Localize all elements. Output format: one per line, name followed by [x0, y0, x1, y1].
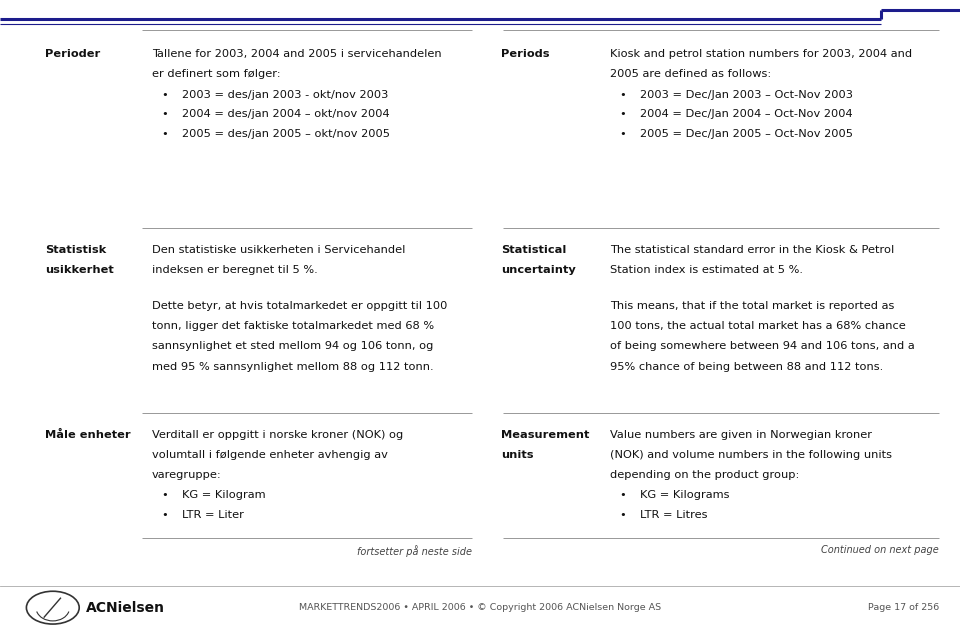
Text: Statistisk: Statistisk — [45, 245, 107, 255]
Text: Verditall er oppgitt i norske kroner (NOK) og: Verditall er oppgitt i norske kroner (NO… — [152, 430, 403, 440]
Text: 2004 = des/jan 2004 – okt/nov 2004: 2004 = des/jan 2004 – okt/nov 2004 — [182, 109, 390, 119]
Text: 2005 are defined as follows:: 2005 are defined as follows: — [610, 69, 771, 80]
Text: Den statistiske usikkerheten i Servicehandel: Den statistiske usikkerheten i Serviceha… — [152, 245, 405, 255]
Text: depending on the product group:: depending on the product group: — [610, 470, 799, 480]
Text: LTR = Litres: LTR = Litres — [640, 510, 708, 520]
Text: 2005 = des/jan 2005 – okt/nov 2005: 2005 = des/jan 2005 – okt/nov 2005 — [182, 129, 391, 139]
Text: MARKETTRENDS2006 • APRIL 2006 • © Copyright 2006 ACNielsen Norge AS: MARKETTRENDS2006 • APRIL 2006 • © Copyri… — [299, 603, 661, 612]
Text: The statistical standard error in the Kiosk & Petrol: The statistical standard error in the Ki… — [610, 245, 894, 255]
Text: Måle enheter: Måle enheter — [45, 430, 131, 440]
Text: (NOK) and volume numbers in the following units: (NOK) and volume numbers in the followin… — [610, 450, 892, 460]
Text: med 95 % sannsynlighet mellom 88 og 112 tonn.: med 95 % sannsynlighet mellom 88 og 112 … — [152, 362, 433, 372]
Text: •: • — [619, 109, 626, 119]
Text: 2003 = Dec/Jan 2003 – Oct-Nov 2003: 2003 = Dec/Jan 2003 – Oct-Nov 2003 — [640, 90, 853, 100]
Text: 2005 = Dec/Jan 2005 – Oct-Nov 2005: 2005 = Dec/Jan 2005 – Oct-Nov 2005 — [640, 129, 853, 139]
Text: fortsetter på neste side: fortsetter på neste side — [357, 545, 472, 557]
Text: KG = Kilogram: KG = Kilogram — [182, 490, 266, 500]
Text: 95% chance of being between 88 and 112 tons.: 95% chance of being between 88 and 112 t… — [610, 362, 883, 372]
Text: Statistical: Statistical — [501, 245, 566, 255]
Text: 100 tons, the actual total market has a 68% chance: 100 tons, the actual total market has a … — [610, 321, 905, 331]
Text: Kiosk and petrol station numbers for 2003, 2004 and: Kiosk and petrol station numbers for 200… — [610, 49, 912, 59]
Text: •: • — [619, 90, 626, 100]
Text: This means, that if the total market is reported as: This means, that if the total market is … — [610, 301, 894, 311]
Text: 2003 = des/jan 2003 - okt/nov 2003: 2003 = des/jan 2003 - okt/nov 2003 — [182, 90, 389, 100]
Text: Value numbers are given in Norwegian kroner: Value numbers are given in Norwegian kro… — [610, 430, 872, 440]
Text: Page 17 of 256: Page 17 of 256 — [868, 603, 939, 612]
Text: Perioder: Perioder — [45, 49, 101, 59]
Text: usikkerhet: usikkerhet — [45, 265, 114, 275]
Text: •: • — [161, 90, 168, 100]
Text: •: • — [161, 109, 168, 119]
Text: units: units — [501, 450, 534, 460]
Text: Continued on next page: Continued on next page — [821, 545, 939, 555]
Text: LTR = Liter: LTR = Liter — [182, 510, 244, 520]
Text: varegruppe:: varegruppe: — [152, 470, 222, 480]
Text: sannsynlighet et sted mellom 94 og 106 tonn, og: sannsynlighet et sted mellom 94 og 106 t… — [152, 341, 433, 351]
Text: •: • — [161, 510, 168, 520]
Text: er definert som følger:: er definert som følger: — [152, 69, 280, 80]
Text: 2004 = Dec/Jan 2004 – Oct-Nov 2004: 2004 = Dec/Jan 2004 – Oct-Nov 2004 — [640, 109, 852, 119]
Text: volumtall i følgende enheter avhengig av: volumtall i følgende enheter avhengig av — [152, 450, 388, 460]
Text: Dette betyr, at hvis totalmarkedet er oppgitt til 100: Dette betyr, at hvis totalmarkedet er op… — [152, 301, 447, 311]
Text: Tallene for 2003, 2004 and 2005 i servicehandelen: Tallene for 2003, 2004 and 2005 i servic… — [152, 49, 442, 59]
Text: indeksen er beregnet til 5 %.: indeksen er beregnet til 5 %. — [152, 265, 318, 275]
Text: of being somewhere between 94 and 106 tons, and a: of being somewhere between 94 and 106 to… — [610, 341, 914, 351]
Text: uncertainty: uncertainty — [501, 265, 576, 275]
Text: tonn, ligger det faktiske totalmarkedet med 68 %: tonn, ligger det faktiske totalmarkedet … — [152, 321, 434, 331]
Text: •: • — [619, 129, 626, 139]
Text: •: • — [161, 490, 168, 500]
Text: KG = Kilograms: KG = Kilograms — [640, 490, 730, 500]
Text: ACNielsen: ACNielsen — [86, 601, 165, 615]
Text: Station index is estimated at 5 %.: Station index is estimated at 5 %. — [610, 265, 803, 275]
Text: Measurement: Measurement — [501, 430, 589, 440]
Text: Periods: Periods — [501, 49, 550, 59]
Text: •: • — [161, 129, 168, 139]
Text: •: • — [619, 490, 626, 500]
Text: •: • — [619, 510, 626, 520]
